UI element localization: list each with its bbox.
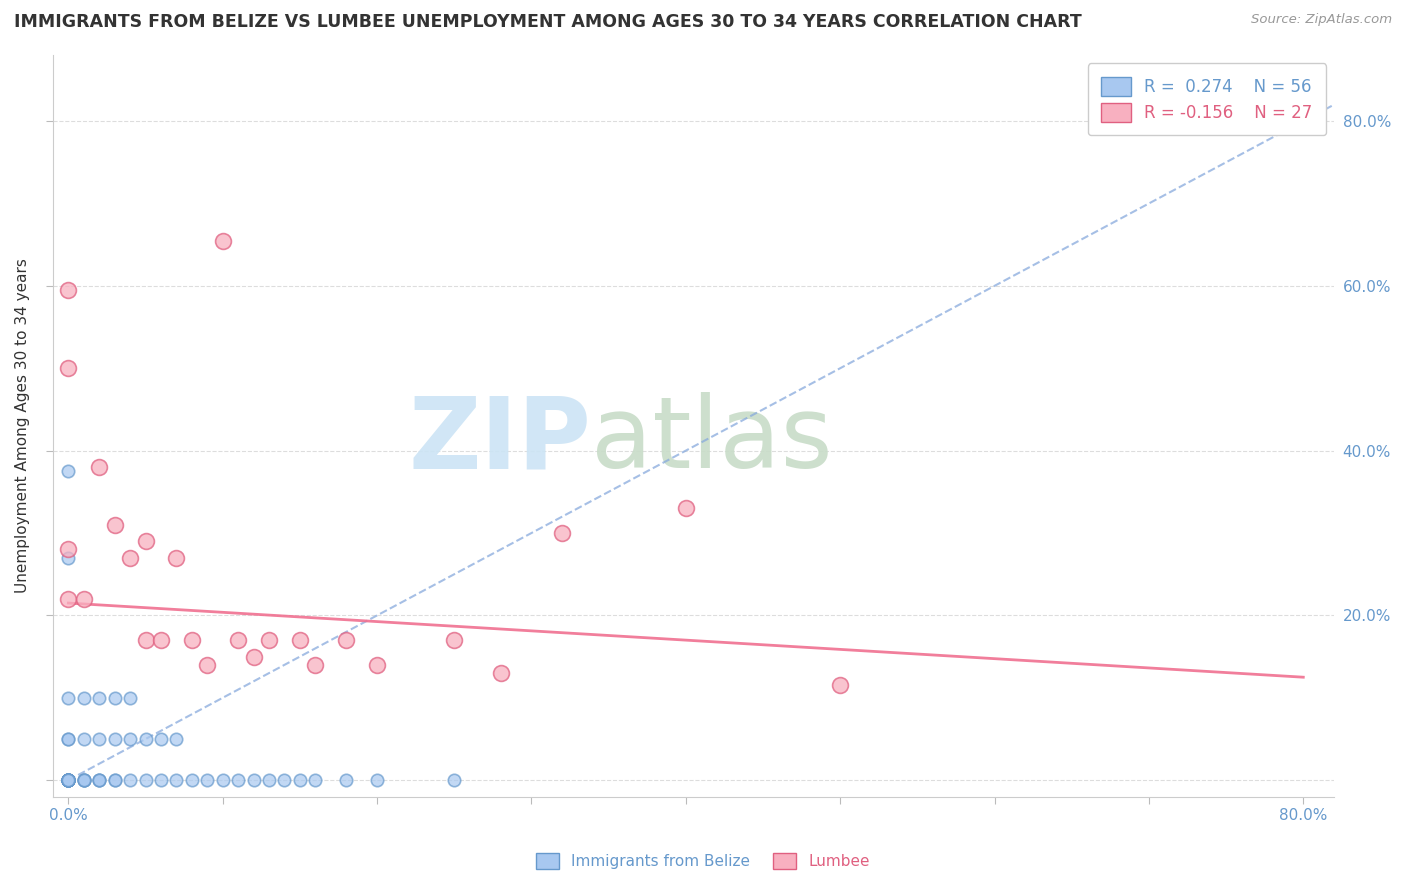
Point (443, 773, 465, 788)
Point (58, 773, 80, 788)
Point (73, 773, 96, 788)
Point (675, 501, 697, 516)
Point (226, 773, 249, 788)
Point (58, 361, 80, 376)
Point (58, 773, 80, 788)
Point (104, 773, 127, 788)
Point (89, 460, 111, 475)
Point (165, 773, 187, 788)
Point (257, 773, 280, 788)
Point (73, 773, 96, 788)
Point (135, 731, 157, 746)
Point (58, 731, 80, 746)
Point (226, 633, 249, 648)
Point (257, 633, 280, 648)
Point (58, 773, 80, 788)
Point (366, 657, 388, 672)
Point (149, 773, 172, 788)
Point (104, 773, 127, 788)
Text: IMMIGRANTS FROM BELIZE VS LUMBEE UNEMPLOYMENT AMONG AGES 30 TO 34 YEARS CORRELAT: IMMIGRANTS FROM BELIZE VS LUMBEE UNEMPLO… (14, 13, 1081, 31)
Point (58, 773, 80, 788)
Point (58, 773, 80, 788)
Point (135, 773, 157, 788)
Point (89, 690, 111, 705)
Point (165, 550, 187, 565)
Legend: Immigrants from Belize, Lumbee: Immigrants from Belize, Lumbee (530, 847, 876, 875)
Point (242, 773, 264, 788)
Point (443, 633, 465, 648)
Point (211, 234, 233, 248)
Point (58, 542, 80, 557)
Point (58, 773, 80, 788)
Point (149, 731, 172, 746)
Legend: R =  0.274    N = 56, R = -0.156    N = 27: R = 0.274 N = 56, R = -0.156 N = 27 (1088, 63, 1326, 136)
Point (242, 649, 264, 664)
Point (366, 773, 388, 788)
Point (58, 731, 80, 746)
Point (73, 591, 96, 606)
Point (304, 657, 326, 672)
Point (58, 773, 80, 788)
Point (120, 731, 142, 746)
Point (104, 690, 127, 705)
Point (165, 731, 187, 746)
Point (58, 283, 80, 297)
Point (180, 633, 202, 648)
Point (58, 773, 80, 788)
Point (58, 773, 80, 788)
Point (135, 633, 157, 648)
Point (58, 690, 80, 705)
Point (58, 550, 80, 565)
Point (89, 773, 111, 788)
Point (58, 464, 80, 478)
Point (273, 773, 295, 788)
Point (288, 633, 311, 648)
Point (304, 773, 326, 788)
Point (73, 773, 96, 788)
Point (89, 731, 111, 746)
Text: Source: ZipAtlas.com: Source: ZipAtlas.com (1251, 13, 1392, 27)
Point (211, 773, 233, 788)
Point (288, 773, 311, 788)
Point (58, 773, 80, 788)
Point (120, 550, 142, 565)
Point (551, 526, 574, 541)
Point (89, 773, 111, 788)
Point (58, 773, 80, 788)
Y-axis label: Unemployment Among Ages 30 to 34 years: Unemployment Among Ages 30 to 34 years (15, 259, 30, 593)
Point (104, 517, 127, 532)
Point (149, 633, 172, 648)
Point (120, 690, 142, 705)
Point (180, 773, 202, 788)
Text: atlas: atlas (591, 392, 832, 489)
Point (335, 633, 357, 648)
Point (58, 591, 80, 606)
Point (335, 773, 357, 788)
Point (135, 534, 157, 549)
Point (58, 773, 80, 788)
Point (58, 773, 80, 788)
Point (104, 731, 127, 746)
Point (89, 773, 111, 788)
Text: ZIP: ZIP (408, 392, 591, 489)
Point (58, 773, 80, 788)
Point (120, 773, 142, 788)
Point (73, 690, 96, 705)
Point (489, 666, 512, 681)
Point (830, 678, 852, 692)
Point (195, 773, 218, 788)
Point (73, 731, 96, 746)
Point (58, 773, 80, 788)
Point (73, 773, 96, 788)
Point (195, 657, 218, 672)
